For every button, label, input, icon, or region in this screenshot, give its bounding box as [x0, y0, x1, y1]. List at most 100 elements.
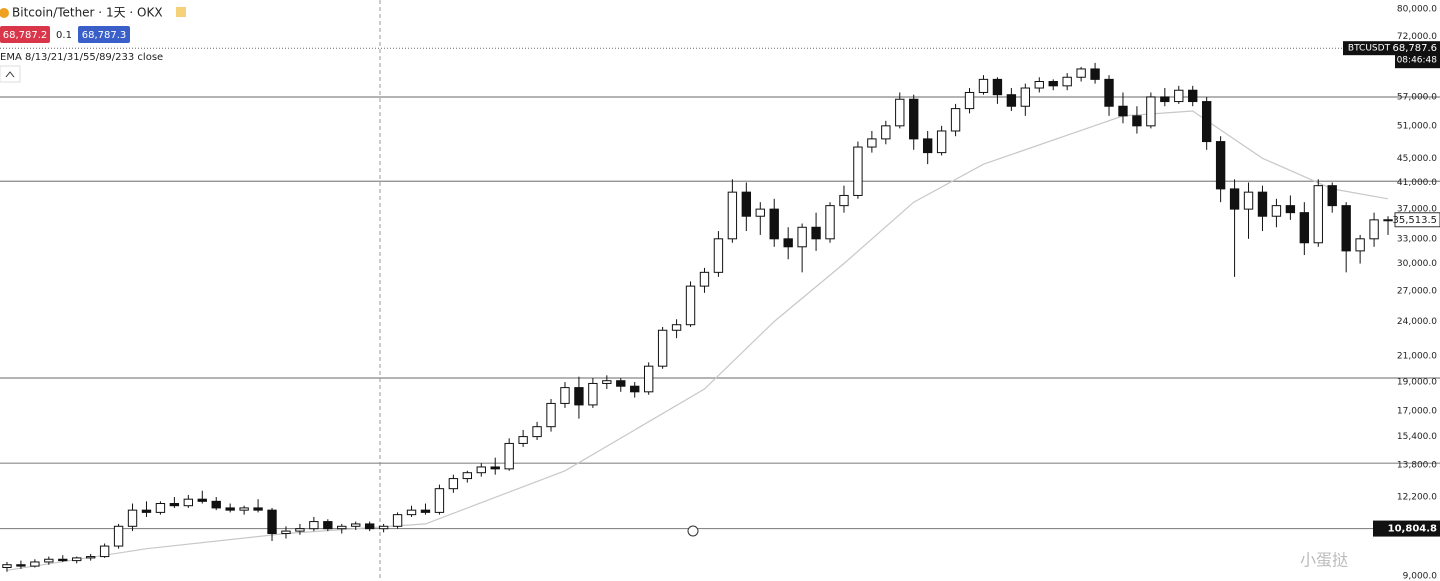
symbol: BTCUSDT: [1348, 44, 1391, 54]
candle-body: [1313, 185, 1323, 244]
y-tick-label: 13,800.0: [1397, 461, 1437, 471]
candle-body: [1299, 212, 1310, 244]
candle-body: [1118, 105, 1128, 117]
candle-body: [964, 91, 975, 110]
candle-body: [420, 509, 431, 513]
candle-body: [476, 466, 486, 474]
candle-body: [72, 557, 82, 562]
candle-body: [295, 528, 305, 532]
y-tick-label: 33,000.0: [1397, 234, 1437, 244]
candle-body: [85, 556, 96, 559]
candle-body: [281, 530, 291, 535]
candle-body: [16, 564, 26, 567]
candle-body: [992, 78, 1003, 96]
candle-body: [462, 472, 473, 480]
candle-body: [1215, 141, 1226, 190]
candle-body: [1020, 87, 1031, 107]
candle-body: [58, 558, 68, 562]
last-price: 68,787.6: [1392, 43, 1437, 54]
candle-body: [406, 509, 417, 516]
candle-body: [197, 498, 207, 502]
symbol-box: [1343, 41, 1395, 56]
close-price-box: [1394, 212, 1440, 228]
collapse-button[interactable]: [0, 65, 21, 83]
candle-body: [309, 521, 319, 530]
candle-body: [588, 382, 598, 406]
candle-body: [671, 324, 682, 331]
y-tick-label: 27,000.0: [1397, 286, 1437, 296]
ask-box: [78, 26, 130, 43]
bid: 68,787.2: [3, 30, 48, 41]
watermark: 小蛋挞: [1300, 551, 1348, 570]
candle-body: [1174, 89, 1184, 103]
candle-body: [1104, 78, 1114, 107]
candle-body: [2, 564, 12, 568]
candle-body: [616, 380, 626, 387]
candle-body: [337, 525, 347, 530]
candle-body: [727, 191, 738, 240]
candle-body: [378, 525, 389, 530]
candle-body: [141, 509, 152, 513]
close-price: 35,513.5: [1392, 215, 1437, 226]
level-label-box: [1373, 520, 1440, 537]
y-tick-label: 51,000.0: [1397, 121, 1437, 131]
candle-body: [853, 146, 863, 196]
y-tick-label: 15,400.0: [1397, 432, 1437, 442]
candle-body: [169, 503, 180, 507]
candle-body: [630, 385, 640, 393]
candle-body: [30, 561, 40, 567]
y-tick-label: 9,000.0: [1403, 572, 1438, 581]
candle-body: [183, 498, 194, 507]
candle-body: [895, 98, 905, 127]
candle-body: [699, 271, 710, 287]
candle-body: [1285, 205, 1296, 214]
candle-body: [1229, 188, 1240, 210]
level-handle[interactable]: [687, 525, 699, 537]
candle-body: [783, 238, 793, 248]
candle-body: [769, 208, 779, 240]
candle-body: [657, 329, 668, 367]
candle-body: [1132, 115, 1142, 127]
candle-body: [1355, 238, 1365, 252]
candle-body: [909, 98, 919, 140]
candle-body: [1048, 81, 1058, 87]
y-tick-label: 21,000.0: [1397, 352, 1437, 362]
candle-body: [1383, 219, 1393, 222]
indicator: EMA 8/13/21/31/55/89/233 close: [0, 52, 163, 63]
candle-body: [1369, 219, 1379, 240]
candle-body: [392, 514, 403, 527]
plot: [0, 47, 1440, 572]
candle-body: [225, 507, 235, 511]
candle-body: [1006, 94, 1017, 107]
bid-box: [0, 26, 50, 43]
spread: 0.1: [56, 30, 72, 41]
candle-body: [127, 509, 138, 527]
candle-body: [574, 387, 584, 406]
candle-body: [1271, 205, 1282, 217]
candle-body: [560, 387, 570, 404]
candle-body: [434, 488, 445, 513]
candle-body: [950, 108, 961, 132]
candle-body: [797, 226, 807, 248]
y-tick-label: 72,000.0: [1397, 32, 1437, 42]
y-tick-label: 57,000.0: [1397, 92, 1437, 102]
candle-body: [448, 478, 459, 490]
y-tick-label: 30,000.0: [1397, 259, 1437, 269]
candle-body: [364, 523, 375, 530]
candle-body: [155, 503, 166, 513]
candle-body: [1201, 101, 1212, 143]
y-tick-label: 17,000.0: [1397, 406, 1437, 416]
candle-body: [602, 380, 612, 384]
candle-body: [99, 545, 110, 558]
countdown: 08:46:48: [1397, 56, 1438, 66]
candle-body: [1188, 89, 1198, 103]
candle-body: [239, 507, 249, 511]
candle-body: [1243, 191, 1254, 210]
candle-body: [811, 226, 821, 240]
y-tick-label: 41,000.0: [1397, 178, 1437, 188]
y-tick-label: 12,200.0: [1397, 493, 1437, 503]
candle-body: [713, 238, 724, 273]
coin-icon: [0, 8, 9, 18]
